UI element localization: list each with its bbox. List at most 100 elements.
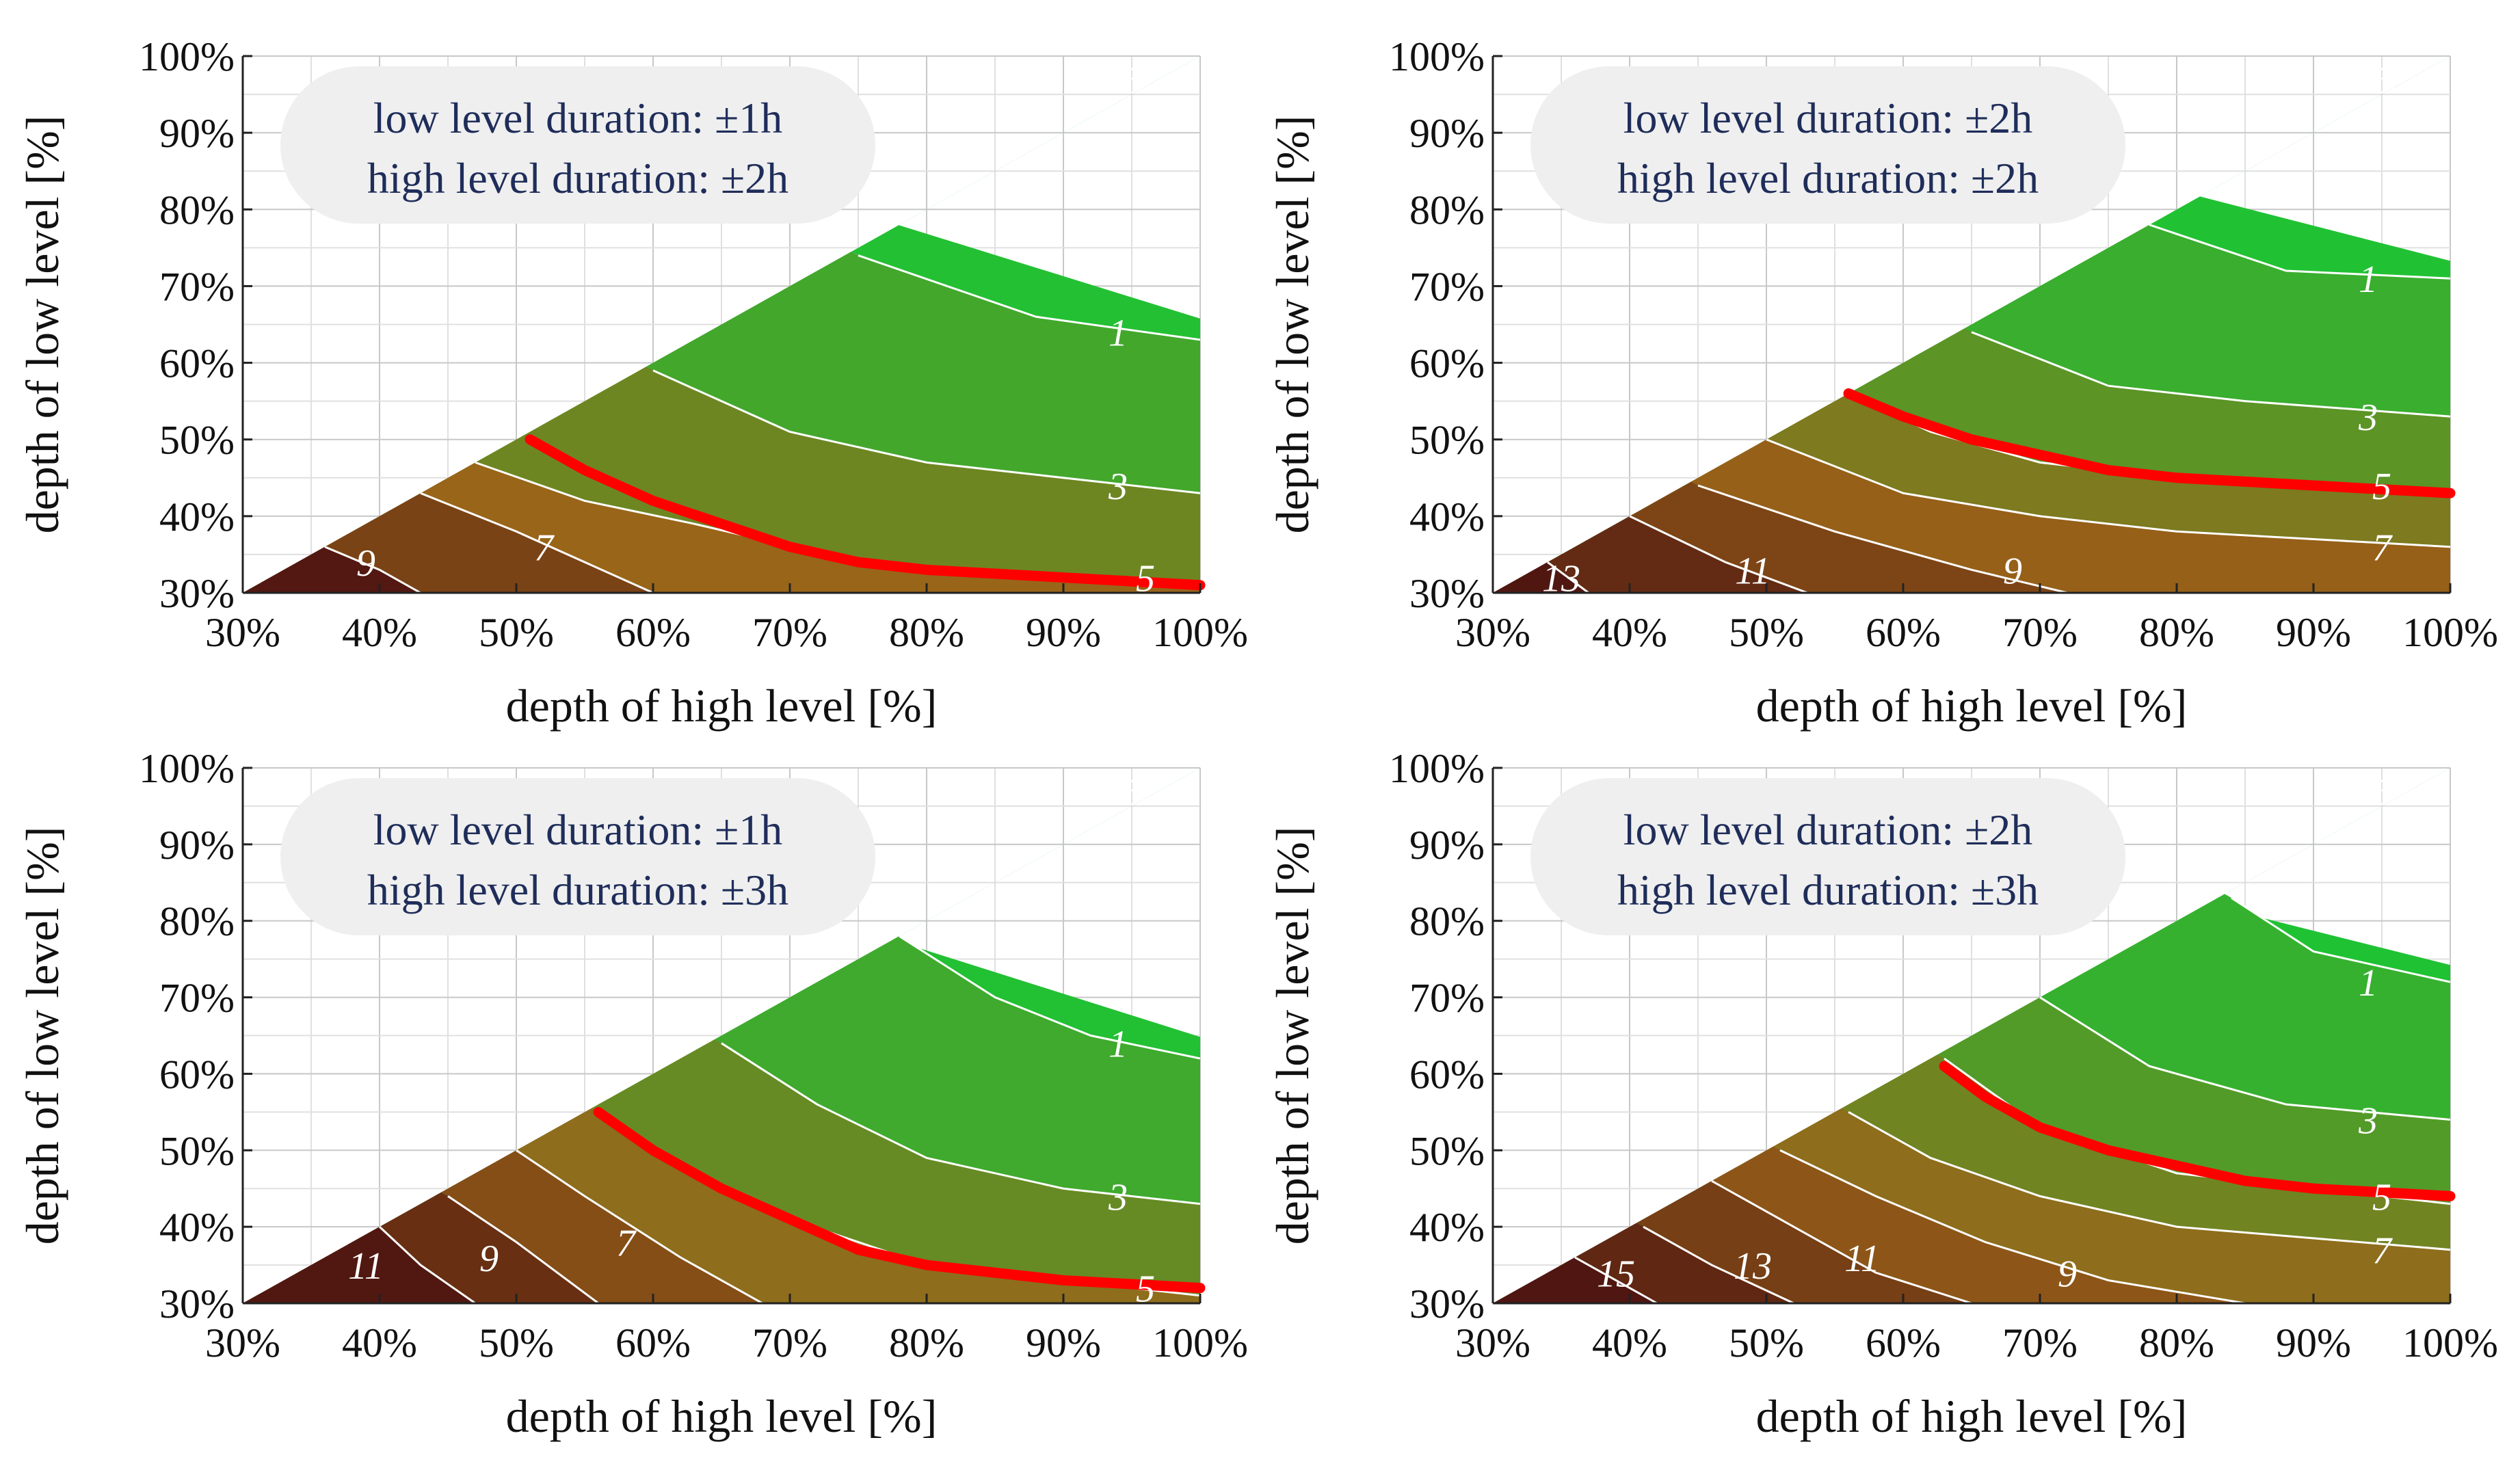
y-tick-label: 50% <box>1409 1128 1485 1173</box>
y-tick-label: 100% <box>139 746 235 791</box>
y-tick-label: 30% <box>159 571 235 616</box>
x-tick-label: 80% <box>889 1320 964 1365</box>
annotation-low-duration: low level duration: ±1h <box>373 94 783 142</box>
x-axis-title: depth of high level [%] <box>1756 680 2188 732</box>
annotation-high-duration: high level duration: ±3h <box>1617 866 2039 914</box>
annotation-box <box>280 66 875 224</box>
y-tick-label: 60% <box>159 1052 235 1097</box>
annotation-low-duration: low level duration: ±1h <box>373 805 783 854</box>
contour-line-11 <box>1629 515 1808 593</box>
x-tick-label: 30% <box>1455 610 1530 655</box>
y-tick-label: 70% <box>159 976 235 1021</box>
y-tick-label: 80% <box>1409 187 1485 232</box>
contour-band <box>1931 836 2450 1303</box>
x-tick-label: 40% <box>1592 610 1667 655</box>
contour-line-7 <box>1766 438 2450 548</box>
x-tick-label: 50% <box>1729 610 1804 655</box>
y-tick-label: 100% <box>1389 34 1485 79</box>
x-axis-title: depth of high level [%] <box>506 680 938 732</box>
contour-line-1 <box>858 254 1200 341</box>
contour-label: 6 <box>2372 771 2391 814</box>
y-tick-label: 30% <box>1409 571 1485 616</box>
contour-label: 13 <box>1734 1245 1772 1288</box>
x-tick-label: 70% <box>752 610 827 655</box>
y-axis-title: depth of low level [%] <box>16 827 68 1245</box>
contour-label: 1 <box>1109 312 1128 355</box>
y-tick-label: 70% <box>1409 976 1485 1021</box>
annotation-high-duration: high level duration: ±2h <box>367 154 788 202</box>
x-tick-label: 40% <box>1592 1320 1667 1365</box>
contour-band <box>1835 936 2450 1303</box>
contour-label: 5 <box>2372 1176 2391 1218</box>
y-tick-label: 80% <box>159 899 235 944</box>
contour-line-1 <box>2149 224 2450 280</box>
x-tick-label: 80% <box>2139 610 2214 655</box>
contour-label: 7 <box>2372 1230 2393 1272</box>
y-tick-label: 100% <box>1389 746 1485 791</box>
contour-line-9 <box>447 1195 599 1303</box>
y-tick-label: 50% <box>1409 418 1485 463</box>
x-tick-label: 50% <box>479 1320 554 1365</box>
contour-label: 3 <box>2358 1100 2378 1143</box>
annotation-box <box>280 778 875 935</box>
y-axis-title: depth of low level [%] <box>1266 116 1318 534</box>
contour-line-3 <box>2039 996 2450 1121</box>
x-tick-label: 100% <box>1152 610 1248 655</box>
x-tick-label: 70% <box>2002 1320 2078 1365</box>
contour-label: 3 <box>1108 466 1128 508</box>
contour-line-7 <box>1848 1111 2450 1251</box>
contour-band <box>1671 1050 2450 1303</box>
contour-line-11 <box>1711 1180 1972 1303</box>
threshold-curve <box>1939 1061 2456 1201</box>
contour-line-7 <box>420 492 654 593</box>
annotation-high-duration: high level duration: ±3h <box>367 866 788 914</box>
contour-line-13 <box>1643 1225 1794 1303</box>
y-tick-label: 70% <box>159 264 235 309</box>
annotation-high-duration: high level duration: ±2h <box>1617 154 2039 202</box>
contour-fills <box>243 56 1200 593</box>
contour-band <box>612 875 1200 1303</box>
contour-label: 6 <box>1122 59 1141 102</box>
y-axis-title: depth of low level [%] <box>16 116 68 534</box>
contour-label: 11 <box>1735 550 1770 592</box>
y-tick-label: 80% <box>159 187 235 232</box>
y-tick-label: 80% <box>1409 899 1485 944</box>
contour-line-7 <box>516 1149 763 1303</box>
y-tick-label: 90% <box>1409 111 1485 156</box>
contour-label: 9 <box>2058 1253 2077 1295</box>
x-tick-label: 30% <box>205 1320 280 1365</box>
x-tick-label: 70% <box>2002 610 2078 655</box>
x-tick-label: 60% <box>1866 1320 1941 1365</box>
x-tick-label: 90% <box>1026 610 1101 655</box>
contour-band <box>1739 997 2450 1303</box>
contour-line-1 <box>2231 896 2450 983</box>
y-tick-label: 90% <box>159 111 235 156</box>
y-tick-label: 50% <box>159 418 235 463</box>
contour-line-3 <box>652 369 1200 494</box>
x-tick-label: 60% <box>615 610 691 655</box>
threshold-curve <box>525 434 1206 591</box>
contour-line-13 <box>1547 561 1589 593</box>
x-tick-label: 100% <box>2402 610 2498 655</box>
contour-line-9 <box>1697 484 2068 593</box>
x-tick-label: 80% <box>889 610 964 655</box>
contour-label: 1 <box>1109 1024 1128 1066</box>
contour-label: 1 <box>2359 962 2378 1004</box>
y-tick-label: 40% <box>159 494 235 539</box>
x-tick-label: 60% <box>1866 610 1941 655</box>
x-tick-label: 90% <box>2276 1320 2351 1365</box>
contour-label: 7 <box>2372 527 2393 570</box>
x-axis-title: depth of high level [%] <box>506 1390 938 1442</box>
contour-label: 5 <box>2372 466 2391 508</box>
contour-band <box>366 309 1200 593</box>
contour-band <box>1589 378 2450 593</box>
x-axis-title: depth of high level [%] <box>1756 1390 2188 1442</box>
contour-band <box>1657 332 2450 593</box>
y-tick-label: 40% <box>1409 1205 1485 1250</box>
contour-label: 9 <box>356 542 375 585</box>
y-tick-label: 60% <box>159 341 235 386</box>
x-tick-label: 60% <box>615 1320 691 1365</box>
